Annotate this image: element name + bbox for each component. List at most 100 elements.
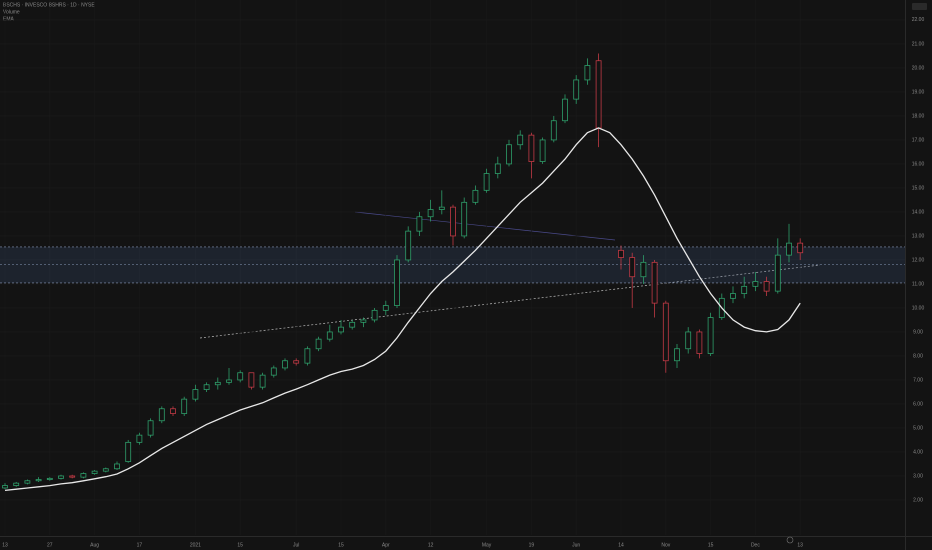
time-axis-button[interactable] <box>786 536 794 544</box>
candle-body <box>394 259 400 306</box>
candle-body <box>2 485 8 489</box>
candle-body <box>13 482 20 486</box>
x-tick-label: 12 <box>428 542 434 548</box>
x-tick-label: Nov <box>661 542 670 548</box>
candle-body <box>797 242 804 254</box>
candle-body <box>91 470 98 474</box>
candle-body <box>651 261 658 304</box>
candle-body <box>69 475 76 478</box>
candle-body <box>24 480 31 484</box>
y-tick-label: 12.00 <box>912 257 925 263</box>
candle-body <box>494 163 501 174</box>
candle-body <box>136 434 143 443</box>
x-tick-label: 13 <box>2 542 8 548</box>
candle-body <box>214 381 221 386</box>
candle-body <box>416 216 423 232</box>
candle-body <box>674 348 680 362</box>
candle-body <box>786 242 792 256</box>
candle-body <box>438 206 445 210</box>
candle-body <box>528 134 535 162</box>
candle-body <box>550 120 557 141</box>
candle-body <box>282 360 288 369</box>
candle-body <box>259 374 266 388</box>
x-tick-label: 19 <box>529 542 535 548</box>
candle-body <box>102 468 109 472</box>
candle-body <box>114 463 120 470</box>
candle-body <box>629 257 636 278</box>
candle-body <box>192 389 199 400</box>
candle-body <box>326 331 333 340</box>
candle-body <box>147 420 154 436</box>
y-tick-label: 2.00 <box>913 497 923 503</box>
candle-body <box>304 348 311 364</box>
x-tick-label: Apr <box>382 542 390 548</box>
x-tick-label: 15 <box>338 542 344 548</box>
candle-body <box>46 477 53 480</box>
y-tick-label: 22.00 <box>912 17 925 23</box>
y-tick-label: 17.00 <box>912 137 925 143</box>
candle-body <box>58 475 64 479</box>
x-tick-label: Jun <box>572 542 580 548</box>
candle-body <box>752 281 759 287</box>
x-tick-label: Aug <box>90 542 99 548</box>
y-tick-label: 9.00 <box>913 329 923 335</box>
candle-body <box>170 408 176 414</box>
candle-body <box>483 173 490 191</box>
candle-body <box>573 79 580 100</box>
candle-body <box>405 230 412 261</box>
candle-body <box>461 201 468 237</box>
candle-body <box>237 372 244 381</box>
candle-body <box>539 139 546 162</box>
y-tick-label: 4.00 <box>913 449 923 455</box>
x-tick-label: 15 <box>237 542 243 548</box>
y-tick-label: 7.00 <box>913 377 923 383</box>
x-tick-label: 27 <box>47 542 53 548</box>
candle-body <box>707 317 714 354</box>
candle-body <box>450 206 456 237</box>
candle-body <box>595 60 602 129</box>
candle-body <box>427 209 434 218</box>
candle-body <box>158 408 165 422</box>
candle-body <box>730 293 736 299</box>
settings-button[interactable] <box>912 3 927 10</box>
y-tick-label: 3.00 <box>913 473 923 479</box>
candle-body <box>371 309 378 321</box>
candle-body <box>80 473 87 478</box>
candle-body <box>662 302 669 362</box>
y-tick-label: 11.00 <box>912 281 924 287</box>
x-tick-label: 14 <box>618 542 624 548</box>
candle-body <box>349 321 356 328</box>
y-tick-label: 5.00 <box>913 425 923 431</box>
candle-body <box>517 134 524 146</box>
candle-body <box>293 360 300 364</box>
x-tick-label: 2021 <box>190 542 201 548</box>
legend-entry: EMA <box>3 16 15 22</box>
candle-body <box>35 479 42 482</box>
candle-body <box>315 338 322 350</box>
x-tick-label: 13 <box>797 542 803 548</box>
y-tick-label: 20.00 <box>912 65 925 71</box>
candle-body <box>774 254 781 292</box>
y-tick-label: 10.00 <box>912 305 925 311</box>
candle-body <box>203 384 210 390</box>
candle-body <box>562 98 568 122</box>
candle-body <box>360 319 367 323</box>
y-tick-label: 14.00 <box>912 209 925 215</box>
candle-body <box>696 331 703 354</box>
candle-body <box>181 398 188 414</box>
candle-body <box>640 261 647 278</box>
x-tick-label: May <box>482 542 492 548</box>
y-tick-label: 6.00 <box>913 401 923 407</box>
candle-body <box>382 305 389 311</box>
y-tick-label: 16.00 <box>912 161 925 167</box>
y-tick-label: 8.00 <box>913 353 923 359</box>
candle-body <box>618 249 624 258</box>
candle-body <box>472 189 479 203</box>
candle-body <box>270 367 277 376</box>
y-tick-label: 19.00 <box>912 89 925 95</box>
candle-body <box>226 379 232 383</box>
y-tick-label: 18.00 <box>912 113 925 119</box>
candle-body <box>125 441 132 462</box>
